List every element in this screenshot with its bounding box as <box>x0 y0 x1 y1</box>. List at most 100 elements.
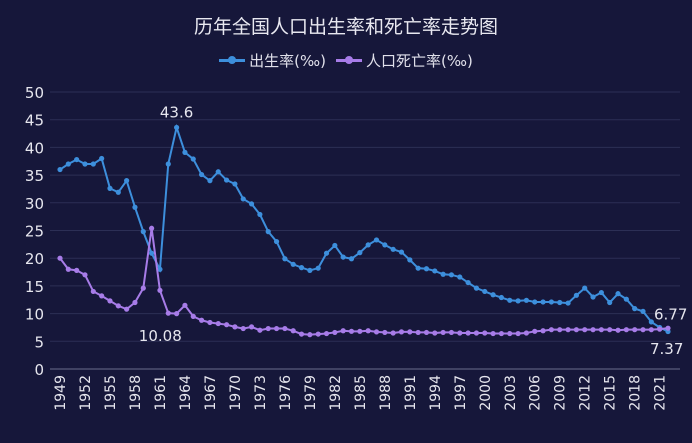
x-tick-label: 1949 <box>53 375 69 411</box>
data-point <box>623 327 629 333</box>
data-point <box>340 254 346 260</box>
data-point <box>57 166 63 173</box>
data-point <box>140 229 146 235</box>
data-point <box>582 327 588 333</box>
data-point <box>149 225 155 231</box>
data-point <box>232 181 238 187</box>
legend-swatch-birth <box>219 56 246 64</box>
data-point <box>465 330 471 336</box>
data-point <box>507 297 513 303</box>
data-point <box>332 242 338 249</box>
data-point <box>615 327 621 333</box>
data-point <box>323 330 330 337</box>
data-point <box>265 325 271 332</box>
x-tick-label: 2003 <box>503 375 519 411</box>
series-line-death <box>59 228 669 336</box>
y-tick-label: 40 <box>25 139 44 157</box>
legend-item-death-rate[interactable]: 人口死亡率(‰) <box>336 50 473 71</box>
data-point <box>657 326 663 332</box>
data-point <box>390 246 396 252</box>
data-point <box>590 327 596 333</box>
data-point <box>82 272 88 278</box>
x-tick-label: 1973 <box>253 375 269 411</box>
y-tick-label: 20 <box>25 250 44 268</box>
data-point <box>532 328 538 334</box>
x-tick-label: 2012 <box>578 375 594 411</box>
data-point <box>174 311 180 317</box>
data-label: 6.77 <box>654 305 687 323</box>
data-point <box>323 250 330 256</box>
data-point <box>548 327 554 333</box>
x-tick-label: 1964 <box>178 375 194 411</box>
x-tick-label: 1982 <box>328 375 344 411</box>
data-point <box>357 328 363 334</box>
data-label: 7.37 <box>650 340 683 358</box>
legend-swatch-death <box>336 56 362 64</box>
x-tick-label: 1985 <box>353 375 369 411</box>
data-point <box>215 320 221 327</box>
y-tick-label: 5 <box>34 333 44 351</box>
data-point <box>665 325 671 331</box>
data-point <box>290 328 296 334</box>
data-point <box>65 266 71 272</box>
data-point <box>382 329 388 336</box>
data-point <box>257 327 263 333</box>
data-point <box>507 330 513 337</box>
data-point <box>165 161 171 167</box>
data-point <box>332 329 338 336</box>
data-point <box>74 156 80 163</box>
data-point <box>290 261 296 267</box>
data-point <box>498 330 505 337</box>
data-point <box>632 306 638 312</box>
data-point <box>632 327 638 333</box>
data-point <box>315 331 321 337</box>
data-point <box>415 265 421 271</box>
data-point <box>207 178 213 184</box>
data-point <box>623 296 629 302</box>
data-point <box>473 285 480 291</box>
data-point <box>107 298 113 304</box>
x-tick-label: 2000 <box>478 375 494 411</box>
data-point <box>99 155 105 162</box>
legend-item-birth-rate[interactable]: 出生率(‰) <box>219 50 326 71</box>
data-point <box>423 329 430 336</box>
data-point <box>90 161 96 167</box>
data-point <box>198 317 205 323</box>
data-point <box>223 177 230 183</box>
data-point <box>582 285 588 291</box>
data-point <box>465 279 471 286</box>
data-point <box>482 330 488 336</box>
data-point <box>190 156 196 162</box>
data-point <box>590 294 596 300</box>
data-point <box>82 161 88 167</box>
x-tick-label: 1967 <box>203 375 219 411</box>
data-point <box>232 324 238 330</box>
legend-label-death: 人口死亡率(‰) <box>366 52 473 70</box>
data-point <box>282 325 288 332</box>
data-point <box>407 257 413 263</box>
data-point <box>615 291 621 297</box>
data-point <box>432 330 438 336</box>
y-tick-label: 45 <box>25 112 44 130</box>
data-point <box>99 293 105 299</box>
x-tick-label: 2018 <box>628 375 644 411</box>
x-tick-label: 1961 <box>153 375 169 411</box>
data-point <box>598 289 604 296</box>
data-point <box>515 298 521 304</box>
data-point <box>273 325 280 332</box>
data-point <box>357 250 363 256</box>
data-point <box>348 328 355 334</box>
data-point <box>124 306 130 312</box>
data-point <box>490 330 496 337</box>
data-point <box>74 267 80 273</box>
data-point <box>182 149 188 155</box>
data-point <box>390 330 396 336</box>
x-tick-label: 1997 <box>453 375 469 411</box>
chart-title: 历年全国人口出生率和死亡率走势图 <box>193 16 498 38</box>
data-point <box>373 329 380 335</box>
legend: 出生率(‰) 人口死亡率(‰) <box>0 50 692 71</box>
data-point <box>182 302 188 308</box>
y-tick-label: 0 <box>34 361 44 379</box>
data-point <box>640 327 646 333</box>
